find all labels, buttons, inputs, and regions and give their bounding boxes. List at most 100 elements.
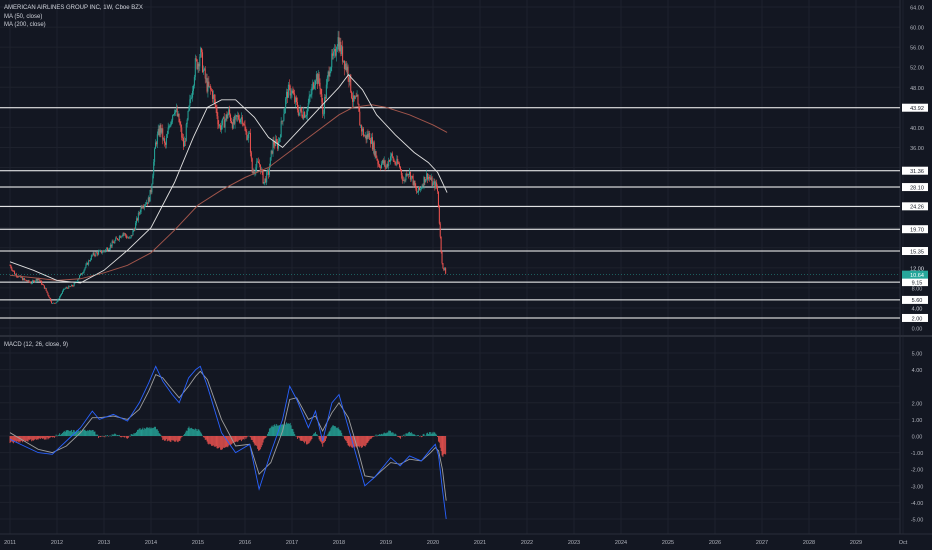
macd-histogram-bar <box>372 436 374 437</box>
macd-histogram-bar <box>129 436 131 437</box>
candle-body <box>432 183 434 186</box>
candle-body <box>176 108 178 116</box>
macd-histogram-bar <box>326 434 328 436</box>
macd-histogram-bar <box>201 433 203 436</box>
macd-histogram-bar <box>379 434 381 436</box>
macd-histogram-bar <box>343 436 345 439</box>
macd-histogram-bar <box>184 432 186 436</box>
macd-histogram-bar <box>207 436 209 444</box>
candle-body <box>72 286 74 287</box>
candle-body <box>372 142 374 150</box>
candle-body <box>314 85 316 89</box>
candle-body <box>158 128 160 136</box>
macd-histogram-bar <box>133 433 135 436</box>
candle-body <box>263 182 265 184</box>
candle-body <box>168 126 170 128</box>
ma200-line <box>9 104 448 281</box>
macd-histogram-bar <box>175 436 177 441</box>
macd-histogram-bar <box>18 436 20 442</box>
macd-histogram-bar <box>318 436 320 440</box>
candle-body <box>122 233 124 236</box>
candle-body <box>207 81 209 92</box>
macd-histogram-bar <box>296 436 297 437</box>
candle-body <box>239 119 241 123</box>
macd-histogram-bar <box>428 432 430 436</box>
macd-histogram-bar <box>152 427 154 436</box>
candle-body <box>167 127 169 134</box>
macd-histogram-bar <box>274 424 276 436</box>
candle-body <box>65 287 67 289</box>
macd-histogram-bar <box>182 436 184 437</box>
macd-histogram-bar <box>213 436 215 447</box>
candle-body <box>358 103 360 112</box>
candle-body <box>64 288 66 289</box>
macd-histogram-bar <box>438 436 440 443</box>
macd-histogram-bar <box>157 430 159 436</box>
macd-axis-tick: 4.00 <box>912 368 923 374</box>
candle-body <box>319 82 321 89</box>
macd-histogram-bar <box>88 430 90 436</box>
candle-body <box>286 91 288 99</box>
macd-histogram-bar <box>160 435 162 436</box>
macd-histogram-bar <box>155 426 156 436</box>
candle-body <box>202 52 204 73</box>
price-axis-tick: 12.00 <box>910 266 924 272</box>
candle-body <box>413 180 415 185</box>
macd-histogram-bar <box>62 432 64 436</box>
candle-body <box>336 46 338 52</box>
macd-histogram-bar <box>236 436 238 442</box>
candle-body <box>404 179 406 181</box>
candle-body <box>148 197 150 202</box>
macd-histogram-bar <box>400 435 402 437</box>
level-price-label: 5.60 <box>912 298 923 304</box>
macd-histogram-bar <box>264 436 266 439</box>
candle-body <box>193 76 195 86</box>
macd-histogram-bar <box>205 436 207 440</box>
macd-histogram-bar <box>407 433 409 436</box>
macd-histogram-bar <box>265 436 267 438</box>
candle-body <box>249 132 251 134</box>
time-axis-tick: 2015 <box>192 540 204 546</box>
candle-body <box>216 108 218 117</box>
candle-body <box>137 212 139 221</box>
candle-body <box>403 179 405 181</box>
candle-body <box>442 263 444 269</box>
macd-histogram-bar <box>71 429 72 436</box>
macd-histogram-bar <box>271 425 273 436</box>
candle-body <box>175 108 177 111</box>
candle-body <box>290 93 292 96</box>
candle-body <box>402 180 404 181</box>
macd-histogram-bar <box>327 433 329 436</box>
candle-body <box>150 189 152 193</box>
macd-histogram-bar <box>155 429 157 436</box>
macd-histogram-bar <box>75 431 77 436</box>
macd-histogram-bar <box>418 436 420 437</box>
macd-histogram-bar <box>193 429 195 436</box>
candle-body <box>161 128 163 133</box>
macd-histogram-bar <box>406 433 408 436</box>
macd-histogram-bar <box>216 436 218 449</box>
macd-histogram-bar <box>416 435 418 437</box>
macd-histogram-bar <box>136 431 137 436</box>
macd-histogram-bar <box>202 436 204 438</box>
candle-body <box>17 276 19 278</box>
macd-histogram-bar <box>65 430 67 436</box>
candle-body <box>134 229 136 231</box>
macd-histogram-bar <box>122 436 124 437</box>
candle-body <box>102 250 104 253</box>
macd-histogram-bar <box>90 430 92 436</box>
candle-body <box>330 67 332 72</box>
macd-axis-tick: -2.00 <box>911 468 924 474</box>
candle-body <box>398 163 400 164</box>
macd-histogram-bar <box>15 436 17 443</box>
time-axis-tick: 2011 <box>4 540 16 546</box>
candle-body <box>374 151 376 156</box>
time-axis-tick: 2018 <box>333 540 345 546</box>
candle-body <box>135 222 137 231</box>
macd-histogram-bar <box>342 435 344 437</box>
candle-body <box>415 186 417 189</box>
candle-body <box>82 272 84 274</box>
macd-histogram-bar <box>255 436 257 446</box>
macd-histogram-bar <box>284 423 286 436</box>
